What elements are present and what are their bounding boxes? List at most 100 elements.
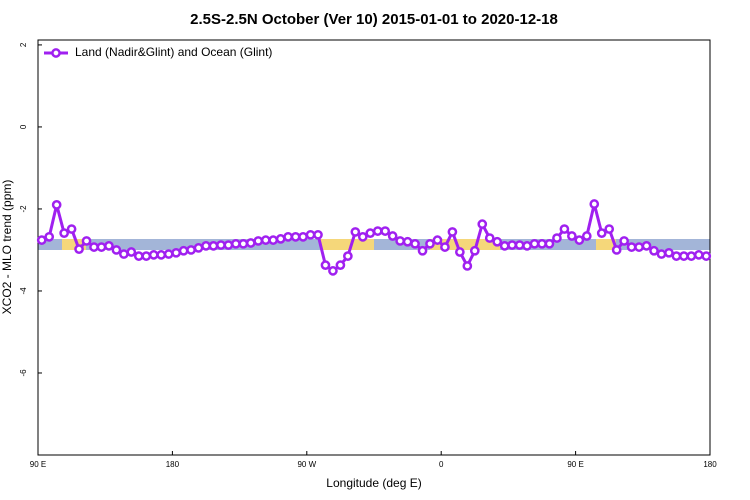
point bbox=[216, 240, 226, 250]
point bbox=[111, 245, 122, 255]
point bbox=[268, 235, 279, 245]
point bbox=[372, 226, 383, 236]
y-tick-label: -6 bbox=[19, 369, 28, 377]
x-tick-label: 90 E bbox=[30, 460, 46, 469]
band-patch bbox=[430, 239, 500, 250]
point bbox=[619, 236, 629, 246]
point bbox=[104, 241, 114, 251]
point bbox=[589, 199, 600, 209]
point bbox=[477, 219, 488, 229]
y-tick-label: 0 bbox=[19, 124, 28, 129]
point bbox=[664, 247, 674, 258]
y-axis-label: XCO2 - MLO trend (ppm) bbox=[0, 180, 14, 315]
point bbox=[395, 236, 405, 246]
point bbox=[290, 231, 301, 242]
x-tick-label: 90 W bbox=[297, 460, 316, 469]
band-patch bbox=[320, 239, 374, 250]
y-tick-label: -2 bbox=[19, 205, 28, 213]
point bbox=[410, 238, 420, 249]
point bbox=[567, 231, 577, 241]
point bbox=[163, 249, 174, 259]
point bbox=[417, 245, 428, 256]
point bbox=[51, 200, 62, 210]
point bbox=[402, 236, 413, 247]
point bbox=[320, 260, 331, 270]
point bbox=[634, 242, 644, 252]
point bbox=[447, 227, 458, 237]
point bbox=[313, 229, 323, 240]
point bbox=[365, 228, 376, 238]
point bbox=[455, 247, 465, 257]
y-tick-label: 2 bbox=[19, 42, 28, 47]
point bbox=[238, 238, 249, 249]
point bbox=[611, 245, 622, 255]
point bbox=[119, 249, 129, 259]
point bbox=[335, 260, 346, 270]
point bbox=[208, 241, 219, 251]
point bbox=[96, 242, 107, 252]
point bbox=[671, 251, 682, 261]
band-patch bbox=[62, 239, 86, 250]
point bbox=[328, 266, 338, 276]
point bbox=[484, 233, 495, 243]
point bbox=[499, 241, 510, 251]
point bbox=[380, 226, 391, 236]
point bbox=[626, 242, 637, 252]
point bbox=[126, 247, 137, 257]
point bbox=[343, 251, 353, 261]
point bbox=[507, 240, 517, 250]
point bbox=[171, 247, 181, 258]
point bbox=[574, 235, 585, 245]
point bbox=[649, 245, 659, 256]
x-tick-label: 0 bbox=[439, 460, 444, 469]
x-axis-label: Longitude (deg E) bbox=[326, 476, 421, 490]
point bbox=[462, 261, 473, 271]
x-tick-label: 180 bbox=[166, 460, 180, 469]
point bbox=[425, 238, 435, 249]
point bbox=[432, 235, 443, 245]
point bbox=[193, 243, 204, 253]
point bbox=[201, 241, 211, 251]
point bbox=[298, 231, 308, 242]
point bbox=[253, 236, 264, 246]
x-tick-label: 90 E bbox=[567, 460, 583, 469]
point bbox=[66, 224, 77, 234]
point bbox=[283, 231, 293, 242]
point bbox=[529, 238, 540, 249]
point bbox=[469, 245, 480, 256]
point bbox=[245, 238, 256, 248]
legend-marker bbox=[51, 48, 61, 58]
point bbox=[559, 224, 570, 234]
point bbox=[604, 224, 615, 234]
series-line bbox=[41, 203, 707, 273]
point bbox=[74, 244, 84, 254]
legend-label: Land (Nadir&Glint) and Ocean (Glint) bbox=[75, 45, 272, 59]
point bbox=[656, 249, 667, 259]
plot-frame bbox=[37, 39, 711, 456]
point bbox=[81, 236, 92, 246]
point bbox=[133, 251, 144, 261]
y-tick-label: -4 bbox=[19, 287, 28, 295]
point bbox=[178, 245, 189, 256]
point bbox=[350, 227, 361, 237]
point bbox=[544, 238, 555, 249]
point bbox=[44, 231, 55, 242]
chart-title: 2.5S-2.5N October (Ver 10) 2015-01-01 to… bbox=[190, 11, 558, 28]
point bbox=[223, 240, 234, 250]
point bbox=[440, 242, 450, 252]
point bbox=[514, 240, 525, 250]
point bbox=[89, 242, 99, 252]
point bbox=[260, 235, 271, 245]
point bbox=[141, 251, 152, 261]
x-tick-label: 180 bbox=[703, 460, 717, 469]
point bbox=[686, 251, 697, 261]
point bbox=[701, 251, 712, 261]
point bbox=[231, 238, 241, 249]
point bbox=[156, 250, 167, 260]
point bbox=[36, 235, 47, 245]
point bbox=[357, 231, 368, 242]
point bbox=[679, 251, 689, 261]
point bbox=[693, 250, 704, 260]
